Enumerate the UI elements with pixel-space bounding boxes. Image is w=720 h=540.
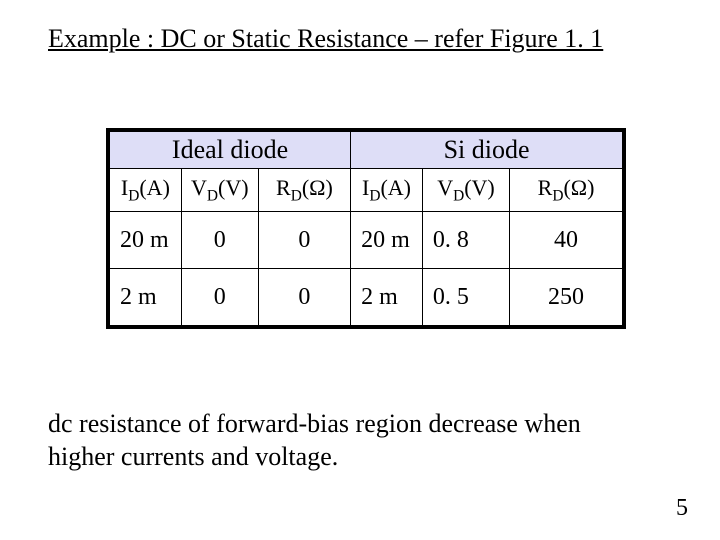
page-number: 5 [676,495,688,522]
col-header-vd-ideal: VD(V) [181,169,258,212]
cell: 0 [181,269,258,326]
group-header-ideal: Ideal diode [110,132,351,169]
caption-text: dc resistance of forward-bias region dec… [48,408,648,473]
resistance-table: Ideal diode Si diode ID(A) VD(V) RD(Ω) I… [106,128,626,329]
table-header-row: ID(A) VD(V) RD(Ω) ID(A) VD(V) RD(Ω) [110,169,623,212]
cell: 0 [258,212,350,269]
cell: 2 m [110,269,182,326]
group-header-si: Si diode [351,132,623,169]
col-header-vd-si: VD(V) [422,169,509,212]
col-header-rd-ideal: RD(Ω) [258,169,350,212]
cell: 40 [510,212,623,269]
cell: 250 [510,269,623,326]
col-header-id-ideal: ID(A) [110,169,182,212]
cell: 0. 8 [422,212,509,269]
cell: 0. 5 [422,269,509,326]
cell: 0 [258,269,350,326]
table-row: 2 m 0 0 2 m 0. 5 250 [110,269,623,326]
cell: 20 m [110,212,182,269]
cell: 2 m [351,269,423,326]
table-group-row: Ideal diode Si diode [110,132,623,169]
cell: 20 m [351,212,423,269]
col-header-rd-si: RD(Ω) [510,169,623,212]
cell: 0 [181,212,258,269]
page-title: Example : DC or Static Resistance – refe… [48,24,603,54]
table-row: 20 m 0 0 20 m 0. 8 40 [110,212,623,269]
col-header-id-si: ID(A) [351,169,423,212]
